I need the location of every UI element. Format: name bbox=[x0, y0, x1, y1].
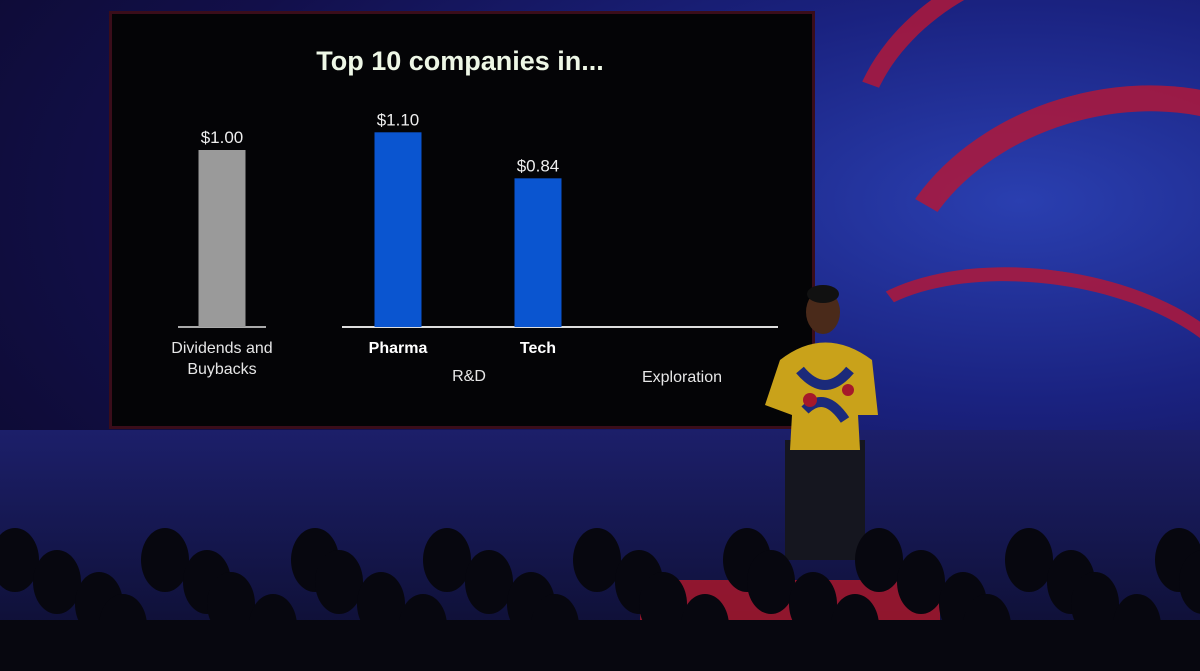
bar-pharma bbox=[374, 132, 422, 327]
data-label: $1.10 bbox=[377, 110, 420, 129]
category-label: Pharma bbox=[369, 340, 428, 357]
audience-head bbox=[465, 550, 513, 614]
group-label-dividends: Dividends and Buybacks bbox=[171, 340, 272, 378]
audience-head bbox=[0, 528, 39, 592]
audience-head bbox=[315, 550, 363, 614]
speaker bbox=[765, 285, 878, 560]
presentation-screen: Top 10 companies in... $1.00 $1.10 Pharma $… bbox=[112, 14, 812, 426]
group-label-exploration: Exploration bbox=[642, 369, 722, 386]
audience-head bbox=[141, 528, 189, 592]
audience-head bbox=[747, 550, 795, 614]
bar-chart: Top 10 companies in... $1.00 $1.10 Pharma $… bbox=[171, 46, 778, 386]
data-label: $0.84 bbox=[517, 156, 560, 175]
audience-head bbox=[855, 528, 903, 592]
group-label-rd: R&D bbox=[452, 368, 486, 385]
audience-head bbox=[423, 528, 471, 592]
audience-head bbox=[1005, 528, 1053, 592]
category-label: Tech bbox=[520, 340, 556, 357]
data-label: $1.00 bbox=[201, 128, 244, 147]
audience-head bbox=[1179, 550, 1200, 614]
audience-head bbox=[573, 528, 621, 592]
audience-head bbox=[33, 550, 81, 614]
audience-head bbox=[897, 550, 945, 614]
bar-dividends bbox=[198, 150, 246, 327]
audience-silhouettes bbox=[0, 528, 1200, 671]
chart-title: Top 10 companies in... bbox=[316, 46, 604, 76]
bar-tech bbox=[514, 178, 562, 327]
